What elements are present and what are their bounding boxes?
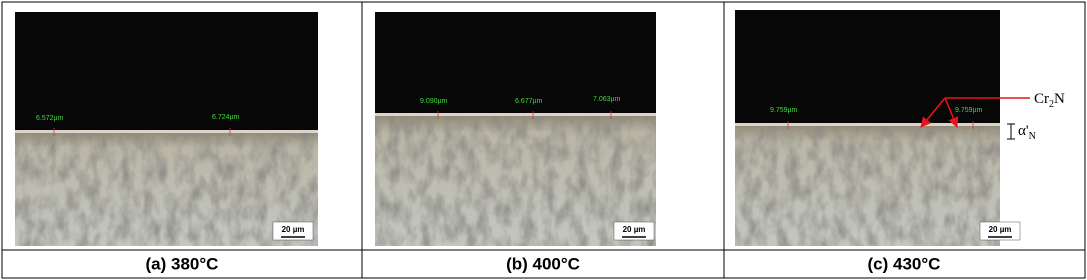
- scale-bar-label: 20 µm: [282, 225, 305, 234]
- thickness-label: 6.677µm: [515, 98, 543, 105]
- nitrided-layer: [375, 113, 656, 116]
- annotation-arrows: [920, 97, 1030, 140]
- nitride-label: Cr2N: [1034, 91, 1065, 110]
- thickness-label: 6.572µm: [36, 115, 64, 122]
- substrate-texture: [375, 113, 656, 246]
- micrograph: 9.090µm 6.677µm 7.063µm 20 µm: [375, 12, 656, 246]
- thickness-label: 7.063µm: [593, 96, 621, 103]
- substrate-texture: [735, 123, 1000, 246]
- scale-bar-label: 20 µm: [623, 225, 646, 234]
- scale-bar-box: [979, 221, 1021, 241]
- nitrided-layer: [15, 130, 318, 133]
- thickness-label: 9.759µm: [955, 107, 983, 114]
- micrograph: 6.572µm 6.724µm 20 µm: [15, 12, 318, 246]
- panel-caption: (c) 430°C: [868, 254, 941, 273]
- panel-caption: (b) 400°C: [506, 254, 580, 273]
- micrograph: 9.759µm 9.759µm 20 µm: [735, 10, 1021, 246]
- scale-bar-label: 20 µm: [989, 225, 1012, 234]
- panel-caption: (a) 380°C: [146, 254, 219, 273]
- thickness-label: 9.759µm: [770, 107, 798, 114]
- scale-bar-box: [272, 221, 314, 241]
- substrate-texture: [15, 130, 318, 246]
- thickness-label: 6.724µm: [212, 114, 240, 121]
- thickness-label: 9.090µm: [420, 98, 448, 105]
- nitrided-layer: [735, 123, 1000, 126]
- layer-label: α'N: [1018, 123, 1036, 142]
- scale-bar-box: [613, 221, 655, 241]
